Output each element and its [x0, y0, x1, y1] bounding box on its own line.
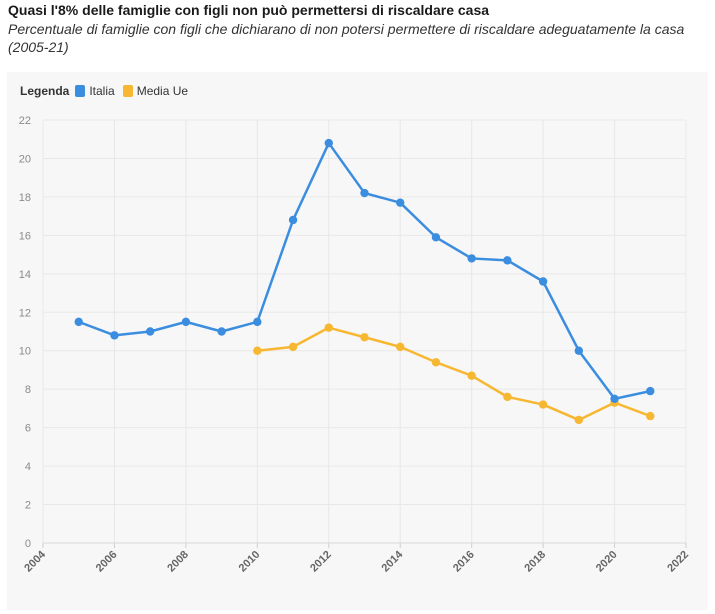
y-tick-label: 20 [19, 153, 31, 165]
data-point-media-ue [574, 415, 584, 425]
data-point-italia [253, 317, 262, 327]
series-layer [74, 138, 655, 425]
chart-title: Quasi l'8% delle famiglie con figli non … [8, 2, 490, 18]
x-tick-label: 2004 [22, 548, 48, 574]
data-point-italia [217, 327, 226, 336]
chart-subtitle: Percentuale di famiglie con figli che di… [8, 21, 685, 55]
legend: Legenda Italia Media Ue [20, 84, 196, 98]
series-line-italia [77, 141, 652, 401]
data-point-italia [396, 198, 405, 207]
y-tick-label: 4 [25, 461, 31, 473]
data-point-italia [431, 233, 441, 242]
data-point-media-ue [431, 358, 441, 367]
x-tick-label: 2020 [594, 549, 620, 575]
data-point-italia [145, 327, 155, 336]
series-line-media-ue [256, 326, 652, 422]
data-point-media-ue [360, 333, 369, 342]
x-tick-label: 2014 [380, 548, 406, 574]
data-point-media-ue [253, 346, 262, 355]
grid-layer [42, 119, 687, 544]
x-tick-label: 2012 [308, 549, 334, 575]
y-tick-label: 10 [19, 346, 31, 358]
x-tick-label: 2006 [94, 549, 120, 575]
chart-panel: Legenda Italia Media Ue 0 2 4 6 8 10 12 14 16 18 2… [7, 72, 708, 610]
y-tick-label: 16 [19, 230, 31, 242]
data-point-italia [646, 386, 655, 396]
x-tick-label: 2018 [522, 549, 548, 575]
legend-item-media-ue[interactable]: Media Ue [122, 84, 189, 98]
data-point-media-ue [538, 400, 548, 409]
y-tick-label: 8 [25, 384, 31, 396]
data-point-italia [181, 317, 191, 327]
legend-title: Legenda [20, 84, 70, 98]
data-point-media-ue [288, 342, 298, 352]
legend-label-italia: Italia [89, 84, 115, 98]
y-tick-label: 14 [19, 269, 31, 281]
data-point-media-ue [324, 323, 333, 332]
x-tick-label: 2010 [237, 549, 263, 575]
data-point-italia [74, 317, 83, 327]
data-point-italia [288, 215, 298, 225]
data-point-italia [467, 254, 476, 263]
data-point-italia [503, 256, 512, 265]
data-point-italia [110, 331, 119, 340]
data-point-italia [574, 346, 584, 355]
data-point-media-ue [503, 392, 512, 402]
x-tick-label: 2008 [165, 549, 191, 575]
y-tick-label: 6 [25, 423, 31, 435]
legend-item-italia[interactable]: Italia [75, 84, 115, 98]
y-tick-label: 12 [19, 307, 31, 319]
data-point-media-ue [646, 411, 655, 421]
legend-swatch-media-ue [122, 85, 133, 97]
y-tick-label: 22 [19, 115, 31, 127]
data-point-italia [324, 138, 333, 148]
y-tick-label: 0 [25, 538, 31, 550]
legend-label-media-ue: Media Ue [136, 84, 189, 98]
x-tick-label: 2022 [665, 549, 691, 575]
x-tick-label: 2016 [451, 549, 477, 575]
data-point-media-ue [396, 342, 405, 352]
legend-swatch-italia [75, 85, 86, 97]
data-point-italia [538, 277, 548, 286]
y-tick-label: 2 [25, 500, 31, 512]
data-point-italia [610, 394, 619, 403]
y-tick-label: 18 [19, 192, 31, 204]
data-point-media-ue [467, 371, 476, 380]
data-point-italia [360, 188, 369, 198]
